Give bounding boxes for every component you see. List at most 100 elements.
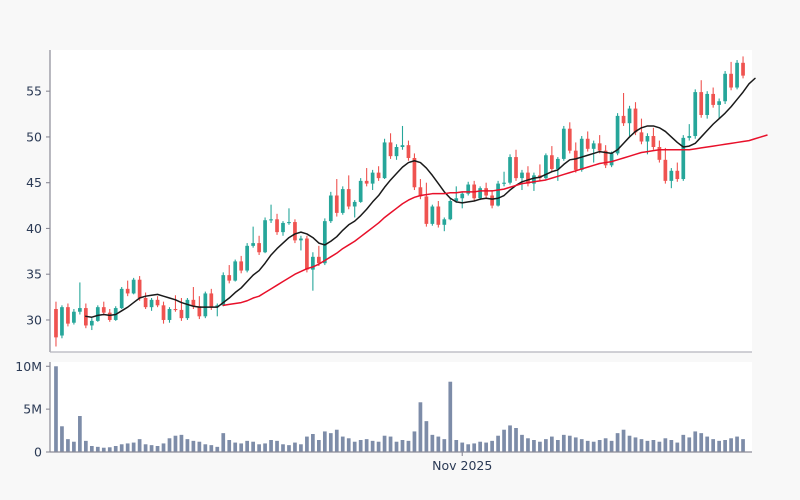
candle-body <box>645 136 650 142</box>
candle-body <box>675 170 680 180</box>
candle-body <box>78 308 82 312</box>
candle-body <box>633 108 638 133</box>
volume-bar <box>442 439 447 452</box>
volume-bar <box>275 440 279 452</box>
candle-body <box>591 143 596 149</box>
volume-bar <box>448 381 453 452</box>
candle-body <box>573 150 578 170</box>
candle-body <box>334 195 339 213</box>
candle-body <box>711 93 716 105</box>
candle-body <box>227 275 232 281</box>
candle-body <box>203 293 208 317</box>
candle-body <box>484 188 488 196</box>
volume-bar <box>287 445 291 452</box>
candle-body <box>107 312 112 320</box>
volume-bar <box>645 440 650 452</box>
candle-body <box>305 238 309 270</box>
candle-body <box>705 93 710 115</box>
volume-bar <box>72 441 76 452</box>
volume-bar <box>83 440 88 452</box>
volume-bar <box>729 438 733 452</box>
volume-bar <box>532 440 536 452</box>
volume-bar <box>316 440 321 452</box>
volume-bar <box>430 434 435 452</box>
candle-body <box>358 180 363 202</box>
volume-bar <box>203 444 208 452</box>
volume-bar <box>137 439 142 452</box>
candle-body <box>143 298 148 308</box>
price-tick-label: 40 <box>26 221 42 236</box>
candle-body <box>609 153 614 166</box>
volume-bar <box>484 442 488 452</box>
candle-body <box>585 138 590 149</box>
candle-body <box>251 243 255 246</box>
candle-body <box>508 157 512 183</box>
volume-bar <box>119 444 124 452</box>
volume-bar <box>406 440 411 452</box>
volume-bar <box>627 435 632 452</box>
candle-body <box>520 172 524 179</box>
volume-bar <box>113 446 118 452</box>
candle-body <box>119 288 124 309</box>
price-panel-background <box>50 50 752 352</box>
volume-bar <box>364 439 369 452</box>
candle-body <box>561 128 566 159</box>
volume-bar <box>454 440 459 452</box>
candle-body <box>376 172 381 179</box>
volume-bar <box>382 435 387 452</box>
candle-body <box>95 307 100 321</box>
volume-bar <box>358 440 363 452</box>
candle-body <box>478 188 483 199</box>
volume-bar <box>131 442 136 452</box>
volume-bar <box>573 437 578 452</box>
volume-bar <box>257 444 261 452</box>
ma-path <box>222 134 768 307</box>
volume-bar <box>687 437 692 452</box>
volume-bar <box>723 440 727 452</box>
volume-bar <box>412 431 417 452</box>
volume-bar <box>340 436 345 452</box>
candle-body <box>281 222 285 233</box>
volume-bar <box>78 416 82 452</box>
candle-body <box>424 196 429 224</box>
candle-body <box>233 261 238 281</box>
volume-bar <box>621 429 626 452</box>
candle-body <box>579 138 584 170</box>
candle-body <box>544 155 548 179</box>
candle-body <box>155 299 160 306</box>
candle-body <box>406 145 411 158</box>
volume-bar <box>149 445 154 452</box>
candle-body <box>370 172 375 184</box>
volume-bar <box>418 402 423 452</box>
volume-bar <box>334 429 339 452</box>
candle-body <box>66 307 70 324</box>
volume-bar <box>245 440 250 452</box>
candle-body <box>299 238 303 241</box>
candle-body <box>245 245 250 271</box>
ma-short-line <box>85 77 756 318</box>
candle-body <box>197 306 202 317</box>
volume-bar <box>711 439 716 452</box>
volume-bar <box>173 435 178 452</box>
candle-body <box>72 311 76 323</box>
volume-bar <box>639 439 644 452</box>
candle-body <box>179 309 184 319</box>
price-tick-label: 50 <box>26 129 42 144</box>
volume-bar <box>251 441 255 452</box>
price-y-axis: 30 35 40 45 50 55 <box>26 84 50 327</box>
volume-panel-background <box>50 362 752 452</box>
volume-bar <box>322 431 327 452</box>
volume-bar <box>579 439 584 452</box>
volume-bar <box>293 442 297 452</box>
candle-body <box>651 136 656 148</box>
volume-bar <box>633 437 638 452</box>
candle-body <box>669 170 674 181</box>
volume-bar <box>567 435 572 452</box>
volume-bar <box>585 440 590 452</box>
volume-bar <box>472 443 477 452</box>
candle-body <box>717 101 721 105</box>
candle-body <box>364 180 369 184</box>
volume-bar <box>424 421 429 452</box>
x-axis: Nov 2025Jan 2026 <box>432 452 492 473</box>
